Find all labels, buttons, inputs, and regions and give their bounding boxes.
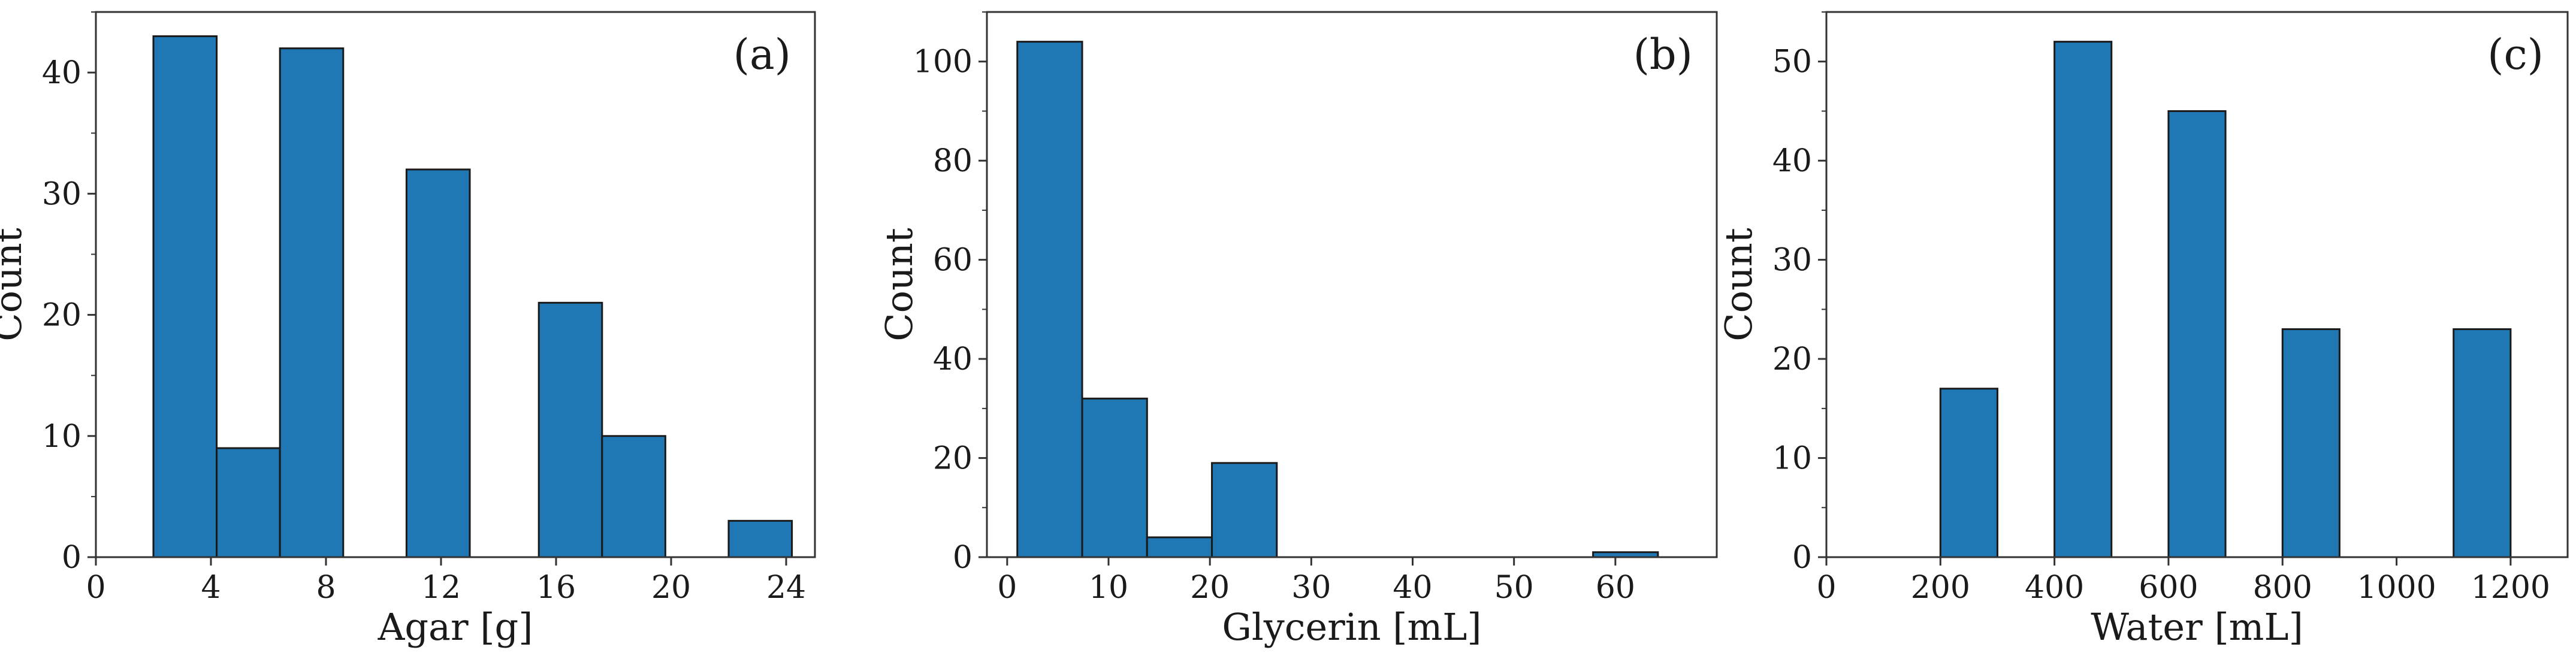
x-tick-label: 4 [201,570,221,606]
y-tick-label: 80 [933,143,973,179]
x-tick-label: 0 [997,570,1017,606]
x-tick-label: 40 [1393,570,1432,606]
panel-label: (a) [733,30,791,79]
x-tick-label: 400 [2025,570,2084,606]
y-tick-label: 20 [1772,341,1812,377]
y-tick-label: 60 [933,243,973,279]
y-tick-label: 10 [42,419,81,455]
y-tick-label: 40 [933,341,973,377]
y-axis-label: Count [0,228,30,341]
y-tick-label: 40 [1772,143,1812,179]
x-tick-label: 0 [86,570,105,606]
x-tick-label: 1200 [2471,570,2550,606]
histogram-bar [2281,328,2341,558]
x-tick-label: 50 [1494,570,1534,606]
histogram-bar [1146,536,1213,558]
histogram-bar [2167,110,2227,558]
y-tick-label: 50 [1772,44,1812,80]
x-tick-label: 600 [2139,570,2198,606]
panel-label: (b) [1633,30,1693,79]
x-tick-label: 0 [1816,570,1836,606]
x-tick-label: 800 [2253,570,2312,606]
axes-frame [95,11,816,558]
y-axis-label: Count [877,228,921,341]
histogram-panel-3: 0 200 400 600 800 1000 1200 0 10 20 30 40 50 Water [m… [1717,11,2569,649]
y-tick-label: 20 [42,298,81,334]
x-tick-label: 60 [1596,570,1635,606]
x-tick-label: 20 [651,570,691,606]
histogram-bar [405,168,471,558]
histogram-panel-1: 0 4 8 12 16 20 24 0 10 20 30 40 Agar [g] Count (a) [0,11,816,649]
histogram-bar [279,47,345,558]
y-tick-label: 10 [1772,441,1812,477]
histogram-bar [216,447,281,558]
y-tick-label: 0 [1792,540,1812,576]
histogram-bar [1081,397,1148,558]
x-tick-label: 200 [1911,570,1970,606]
axes-frame [1825,11,2569,558]
x-tick-label: 20 [1190,570,1230,606]
histogram-bar [2453,328,2512,558]
axes-frame [986,11,1718,558]
y-tick-label: 0 [953,540,973,576]
histogram-bar [152,35,218,558]
panel-label: (c) [2487,30,2544,79]
y-tick-label: 20 [933,441,973,477]
y-tick-label: 0 [62,540,81,576]
x-tick-label: 30 [1291,570,1331,606]
histogram-bar [537,301,603,558]
y-axis-label: Count [1717,228,1760,341]
x-tick-label: 24 [766,570,806,606]
histogram-bar [601,435,666,558]
y-tick-label: 100 [913,44,973,80]
histogram-bar [1939,388,1998,558]
x-tick-label: 12 [421,570,461,606]
histogram-bar [727,519,793,558]
y-tick-label: 30 [42,176,81,212]
histogram-bar [1211,462,1278,558]
x-tick-label: 10 [1089,570,1128,606]
histogram-bar [1016,41,1083,558]
histogram-panel-2: 0 10 20 30 40 50 60 0 20 40 60 80 100 Glycerin [mL] Co… [877,11,1718,649]
y-tick-label: 40 [42,55,81,91]
x-axis-label: Water [mL] [2091,605,2303,649]
histogram-bar [2053,41,2113,558]
x-tick-label: 8 [316,570,336,606]
x-tick-label: 1000 [2357,570,2436,606]
y-tick-label: 30 [1772,243,1812,279]
x-tick-label: 16 [536,570,576,606]
x-axis-label: Agar [g] [378,605,533,649]
x-axis-label: Glycerin [mL] [1222,605,1481,649]
